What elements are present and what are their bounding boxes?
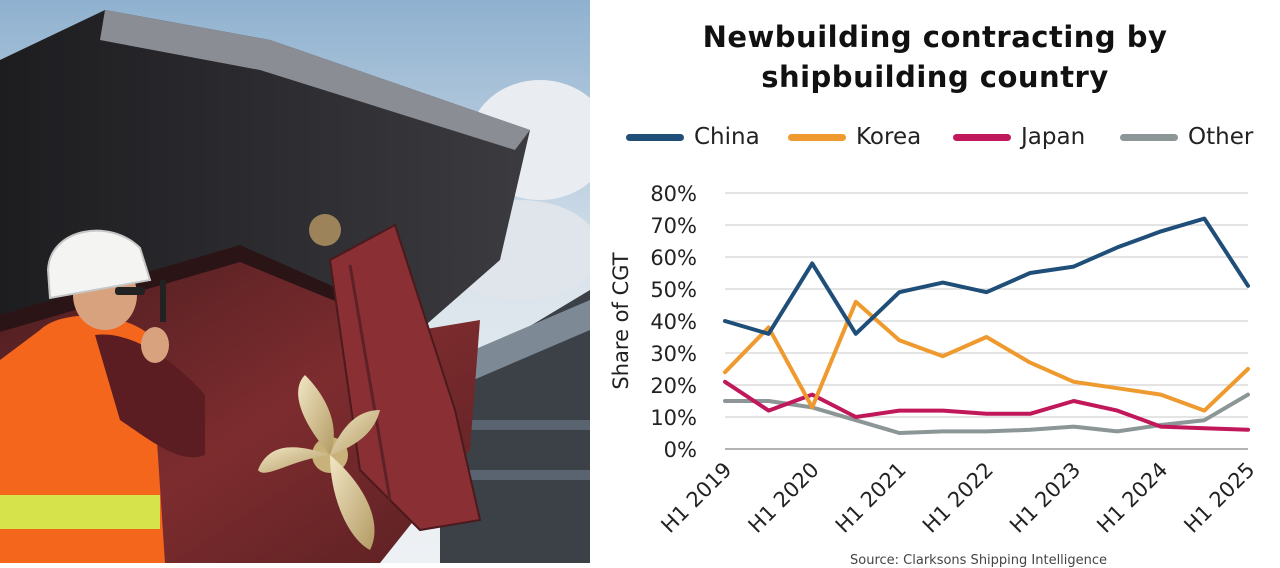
y-tick-label-4: 40% — [650, 310, 697, 334]
legend-item-japan: Japan — [953, 124, 1085, 150]
chart-panel: Newbuilding contracting by shipbuilding … — [590, 0, 1280, 568]
legend-swatch-china — [626, 133, 684, 141]
x-tick-label-3: H1 2022 — [918, 458, 998, 538]
series-line-japan — [723, 379, 1250, 432]
x-tick-label-0: H1 2019 — [656, 458, 736, 538]
y-tick-label-2: 20% — [650, 374, 697, 398]
legend-swatch-korea — [788, 133, 846, 141]
worker-figure — [0, 229, 205, 563]
series-line-china — [723, 216, 1250, 336]
x-tick-label-1: H1 2020 — [744, 458, 824, 538]
shipyard-photo — [0, 0, 590, 563]
x-tick-label-4: H1 2023 — [1005, 458, 1085, 538]
line-chart-plot: 0% 10% 20% 30% 40% 50% 60% 70% 80% Share of CGT H1… — [609, 182, 1260, 538]
legend-item-other: Other — [1120, 124, 1253, 150]
y-tick-label-6: 60% — [650, 246, 697, 270]
legend-swatch-japan — [953, 133, 1011, 141]
y-tick-label-8: 80% — [650, 182, 697, 206]
y-tick-label-7: 70% — [650, 214, 697, 238]
ship-hull-photo-illustration — [0, 0, 590, 563]
source-note: Source: Clarksons Shipping Intelligence — [850, 553, 1108, 568]
legend-label-other: Other — [1188, 124, 1254, 150]
legend-item-korea: Korea — [788, 124, 921, 150]
y-axis-label: Share of CGT — [609, 252, 633, 389]
y-tick-label-1: 10% — [650, 406, 697, 430]
series-line-korea — [723, 299, 1250, 413]
y-tick-label-3: 30% — [650, 342, 697, 366]
legend-swatch-other — [1120, 133, 1178, 141]
x-tick-label-2: H1 2021 — [831, 458, 911, 538]
legend-label-korea: Korea — [856, 124, 922, 150]
chart-title-line-2: shipbuilding country — [761, 60, 1109, 94]
y-tick-label-5: 50% — [650, 278, 697, 302]
legend-label-china: China — [694, 124, 760, 150]
y-tick-label-0: 0% — [664, 438, 697, 462]
legend-item-china: China — [626, 124, 760, 150]
legend-label-japan: Japan — [1021, 124, 1086, 150]
x-tick-label-6: H1 2025 — [1179, 458, 1259, 538]
chart-title-line-1: Newbuilding contracting by — [702, 20, 1168, 54]
x-tick-label-5: H1 2024 — [1092, 458, 1172, 538]
